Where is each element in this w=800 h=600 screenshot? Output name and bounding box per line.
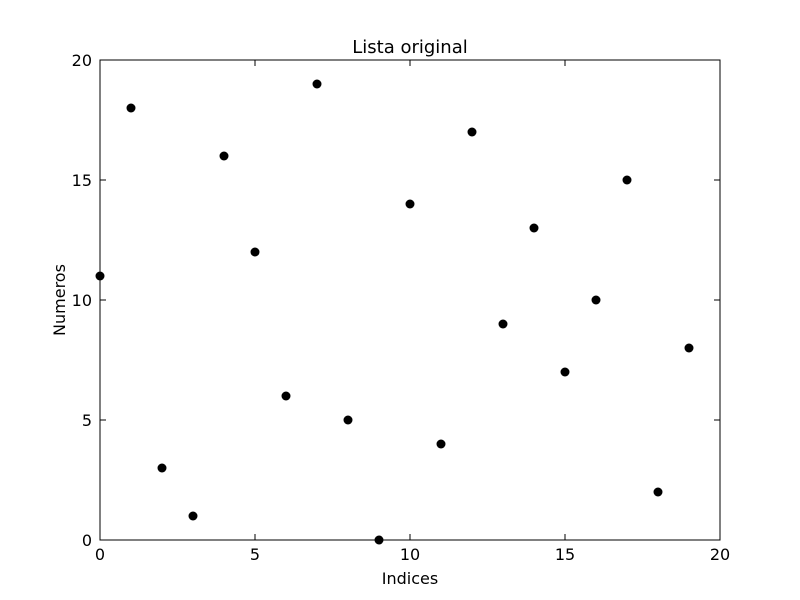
- data-point: [560, 367, 570, 377]
- data-point: [405, 199, 415, 209]
- data-point: [343, 415, 353, 425]
- data-point: [312, 79, 322, 89]
- data-point: [467, 127, 477, 137]
- data-point: [529, 223, 539, 233]
- data-point: [591, 295, 601, 305]
- data-point: [219, 151, 229, 161]
- data-point: [126, 103, 136, 113]
- y-tick-label: 5: [82, 411, 92, 430]
- data-point: [281, 391, 291, 401]
- x-tick-label: 10: [400, 545, 420, 564]
- chart-title: Lista original: [352, 37, 468, 58]
- data-point: [684, 343, 694, 353]
- data-point: [653, 487, 663, 497]
- x-axis-label: Indices: [382, 569, 438, 588]
- axis-tick-labels: 0 5 10 15 20 0 5 10 15 20: [72, 51, 731, 564]
- axis-ticks: [99, 59, 721, 541]
- data-point: [622, 175, 632, 185]
- x-tick-label: 15: [555, 545, 575, 564]
- y-tick-label: 15: [72, 171, 92, 190]
- data-point: [498, 319, 508, 329]
- x-tick-label: 5: [250, 545, 260, 564]
- x-tick-label: 0: [95, 545, 105, 564]
- data-point: [157, 463, 167, 473]
- y-tick-label: 0: [82, 531, 92, 550]
- y-tick-label: 10: [72, 291, 92, 310]
- y-axis-label: Numeros: [50, 264, 69, 336]
- y-tick-label: 20: [72, 51, 92, 70]
- data-point: [188, 511, 198, 521]
- plot-frame: [99, 59, 721, 541]
- data-points: [95, 79, 694, 545]
- data-point: [250, 247, 260, 257]
- x-tick-label: 20: [710, 545, 730, 564]
- data-point: [436, 439, 446, 449]
